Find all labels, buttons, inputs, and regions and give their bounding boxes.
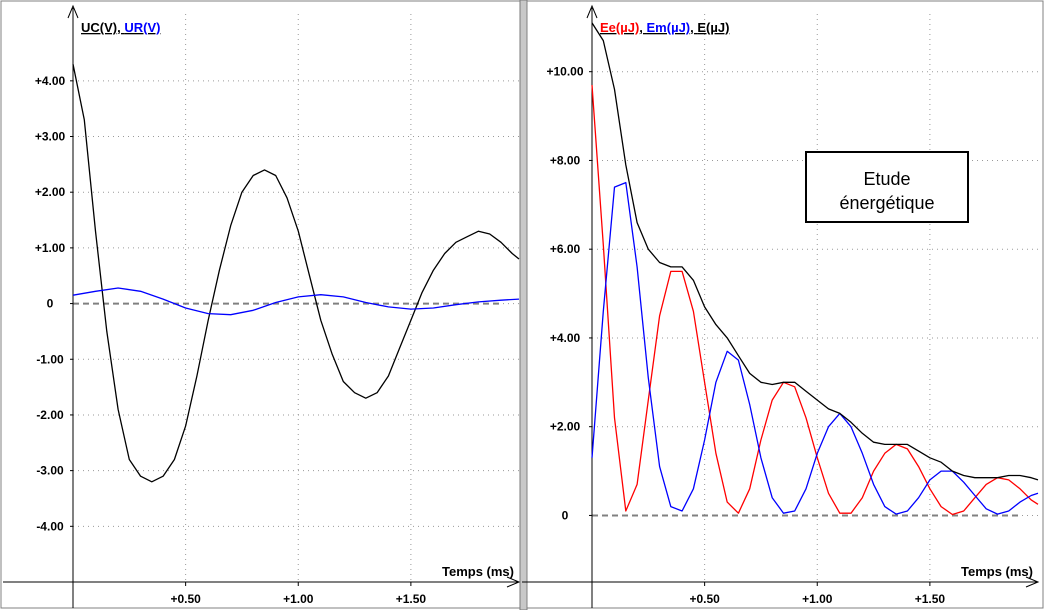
y-tick-label: +8.00 [550,153,581,167]
y-tick-label: +2.00 [550,420,581,434]
panel-separator[interactable] [519,0,528,610]
x-axis-label: Temps (ms) [961,564,1033,579]
series-line-0 [591,84,1039,516]
series-line-2 [591,22,1039,481]
y-tick-label: -4.00 [36,519,64,533]
y-tick-label: +4.00 [550,331,581,345]
x-axis-label: Temps (ms) [442,564,514,579]
series-line-1 [72,287,520,316]
x-tick-label: +1.00 [802,592,833,606]
left-chart-panel: +4.00 +3.00 +2.00 +1.00 0 -1.00 -2.00 -3.00 -4.0… [3,4,521,608]
y-tick-label: -2.00 [36,408,64,422]
legend-entry: UR(V) [124,20,160,35]
series-line-0 [72,63,520,483]
legend-entry: UC(V) [81,20,117,35]
y-tick-label: -1.00 [36,352,64,366]
y-tick-label: +2.00 [35,185,66,199]
legend-entry: Ee(µJ) [600,20,639,35]
x-tick-label: +0.50 [689,592,720,606]
y-tick-label: 0 [47,297,54,311]
x-axis-arrow [506,576,521,588]
x-tick-label: +0.50 [170,592,201,606]
y-tick-label: +10.00 [546,65,583,79]
energy-study-label: Etude énergétique [839,169,934,213]
x-axis-arrow [1025,576,1040,588]
y-axis-arrow [586,4,598,19]
y-tick-label: +3.00 [35,130,66,144]
legend-entry: Em(µJ) [647,20,691,35]
y-tick-label: -3.00 [36,464,64,478]
right-chart-panel: +10.00 +8.00 +6.00 +4.00 +2.00 0 +0.50 +1.00 +1.… [522,4,1040,608]
y-tick-label: +6.00 [550,242,581,256]
y-tick-label: 0 [562,508,569,522]
legend-entry: E(µJ) [697,20,729,35]
legend: Ee(µJ), Em(µJ), E(µJ) [600,20,729,35]
y-tick-label: +4.00 [35,74,66,88]
y-tick-label: +1.00 [35,241,66,255]
legend: UC(V), UR(V) [81,20,160,35]
x-tick-label: +1.50 [915,592,946,606]
right-panel-border [526,0,1044,609]
x-tick-label: +1.00 [283,592,314,606]
energy-study-label-box: Etude énergétique [805,151,969,223]
series-line-1 [591,181,1039,515]
x-tick-label: +1.50 [396,592,427,606]
y-axis-arrow [67,4,79,19]
